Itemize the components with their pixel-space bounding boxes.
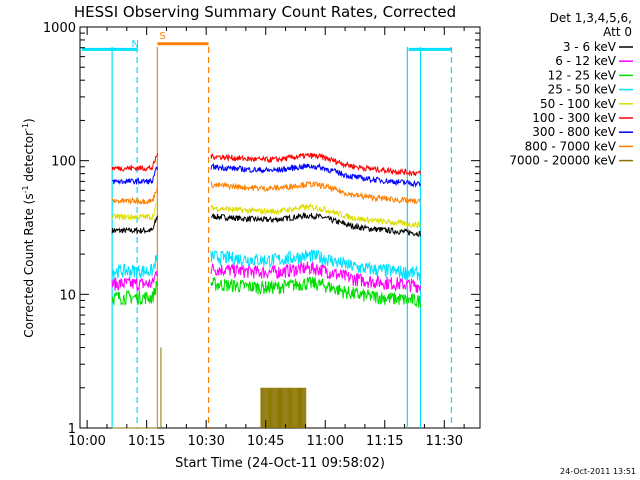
x-axis-label: Start Time (24-Oct-11 09:58:02) xyxy=(175,456,385,471)
series-layer xyxy=(111,152,421,429)
legend-label: 7000 - 20000 keV xyxy=(509,154,616,168)
legend-label: 3 - 6 keV xyxy=(563,40,617,54)
legend-header-detectors: Det 1,3,4,5,6, xyxy=(550,11,632,25)
legend-label: 50 - 100 keV xyxy=(540,97,617,111)
series-line xyxy=(111,252,158,279)
series-line xyxy=(111,153,158,172)
chart-title: HESSI Observing Summary Count Rates, Cor… xyxy=(74,3,456,21)
series-line xyxy=(210,248,421,282)
x-tick-label: 10:30 xyxy=(187,434,224,449)
legend-label: 300 - 800 keV xyxy=(532,125,616,139)
plot-area: SN 10:00 10:15 10:30 10:45 11:00 11:15 11:30 1… xyxy=(43,21,481,449)
series-line xyxy=(210,211,421,237)
series-line xyxy=(111,184,158,206)
legend-label: 800 - 7000 keV xyxy=(525,139,617,153)
y-axis: 1 10 100 1000 xyxy=(43,21,480,437)
x-tick-label: 10:45 xyxy=(247,434,284,449)
y-axis-label-main: Corrected Count Rate (s xyxy=(22,193,36,337)
y-axis-label: Corrected Count Rate (s-1 detector-1) xyxy=(21,118,36,337)
series-line xyxy=(210,276,421,308)
y-tick-label: 1 xyxy=(68,422,76,437)
flag-marker-label: S xyxy=(159,31,165,42)
x-tick-label: 11:15 xyxy=(366,434,403,449)
x-tick-label: 10:00 xyxy=(68,434,105,449)
x-axis: 10:00 10:15 10:30 10:45 11:00 11:15 11:30 xyxy=(68,27,465,449)
y-axis-label-end: ) xyxy=(22,118,36,123)
legend-label: 25 - 50 keV xyxy=(548,83,617,97)
y-tick-label: 10 xyxy=(59,288,76,303)
legend-label: 100 - 300 keV xyxy=(532,111,616,125)
series-line xyxy=(111,270,158,292)
observing-flags: SN xyxy=(82,31,453,428)
series-line xyxy=(210,260,421,293)
series-line xyxy=(111,280,158,307)
x-tick-label: 11:00 xyxy=(307,434,344,449)
x-tick-label: 10:15 xyxy=(128,434,165,449)
series-line xyxy=(210,162,421,189)
plot-timestamp: 24-Oct-2011 13:51 xyxy=(560,467,636,476)
legend-header-attenuator: Att 0 xyxy=(603,25,632,39)
series-line xyxy=(111,215,158,235)
legend-label: 12 - 25 keV xyxy=(548,68,617,82)
series-line xyxy=(111,166,158,186)
y-axis-label-sup2: -1 xyxy=(21,123,30,131)
y-axis-label-mid: detector xyxy=(22,131,36,186)
series-line xyxy=(210,152,421,177)
series-line xyxy=(210,203,421,230)
y-axis-label-sup1: -1 xyxy=(21,185,30,193)
flag-marker-label: N xyxy=(132,39,139,50)
y-tick-label: 100 xyxy=(51,155,76,170)
y-tick-label: 1000 xyxy=(43,21,76,36)
x-tick-label: 11:30 xyxy=(426,434,463,449)
series-line xyxy=(210,180,421,205)
series-line xyxy=(111,202,158,222)
legend-label: 6 - 12 keV xyxy=(555,54,617,68)
